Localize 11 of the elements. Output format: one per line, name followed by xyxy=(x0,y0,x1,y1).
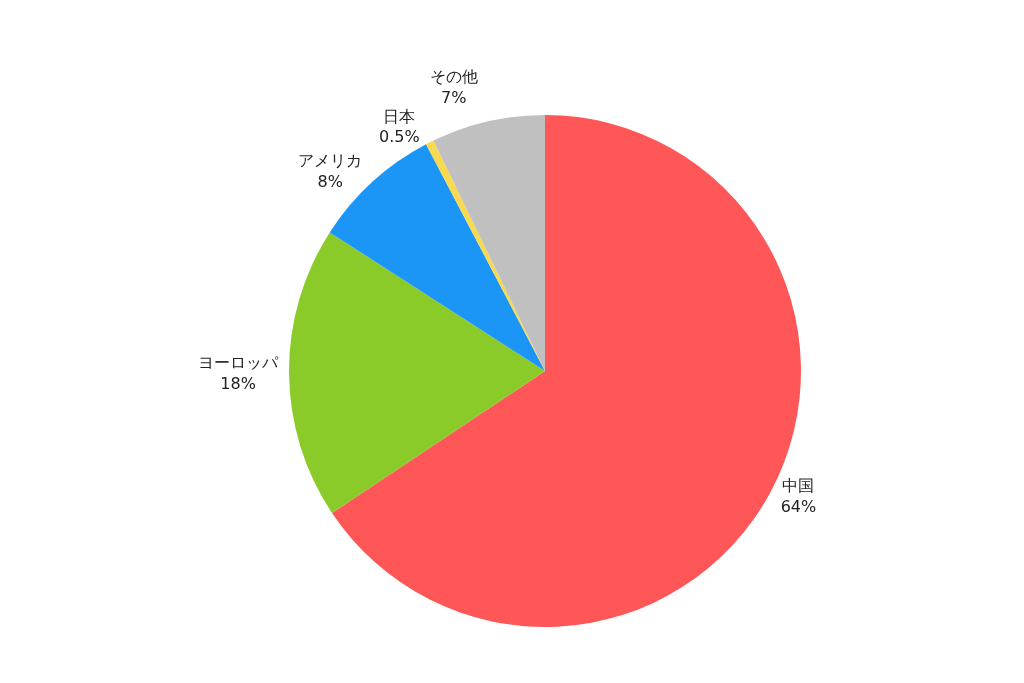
pie-slice xyxy=(289,232,545,514)
data-label: 7% xyxy=(441,87,467,107)
slice-label: ヨーロッパ xyxy=(198,353,280,373)
data-label: 0.5% xyxy=(379,127,420,147)
slice-label: アメリカ xyxy=(298,151,363,171)
data-label: 18% xyxy=(220,373,256,393)
slice-label: 日本 xyxy=(383,106,416,126)
data-label: 8% xyxy=(317,172,343,192)
slice-label: 中国 xyxy=(782,476,815,496)
data-label: 64% xyxy=(780,497,817,517)
slice-label: その他 xyxy=(429,66,478,86)
